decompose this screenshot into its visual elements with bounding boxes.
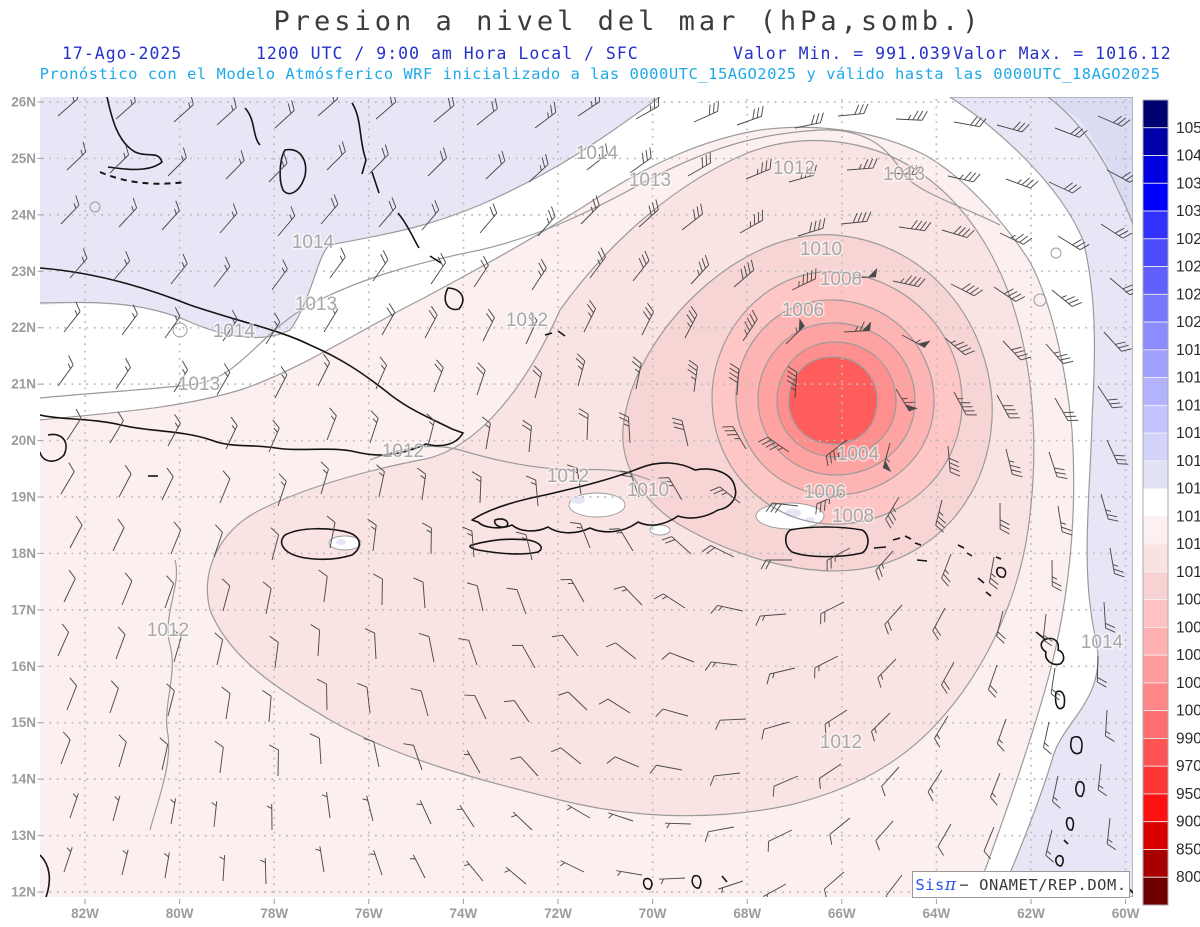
svg-text:1012: 1012 (506, 310, 548, 331)
svg-text:17N: 17N (11, 602, 36, 617)
svg-text:1013: 1013 (883, 164, 925, 185)
svg-text:1020: 1020 (1176, 314, 1200, 331)
svg-text:1006: 1006 (1176, 619, 1200, 636)
value-max-label: Valor Max. = 1016.12 (953, 44, 1172, 63)
svg-text:1014: 1014 (1176, 481, 1200, 498)
svg-text:950: 950 (1176, 786, 1200, 803)
svg-text:1014: 1014 (1081, 632, 1124, 653)
watermark-brand: Sis (915, 875, 945, 894)
coastline-layer (40, 97, 1133, 897)
svg-text:72W: 72W (544, 906, 572, 921)
svg-text:68W: 68W (733, 906, 761, 921)
page-title: Presion a nivel del mar (hPa,somb.) (273, 6, 983, 37)
svg-text:16N: 16N (11, 659, 36, 674)
model-init-line: Pronóstico con el Modelo Atmósferico WRF… (39, 65, 1161, 83)
svg-text:1014: 1014 (213, 321, 256, 342)
svg-text:1035: 1035 (1176, 175, 1200, 192)
svg-text:1010: 1010 (627, 480, 669, 501)
svg-text:1014: 1014 (292, 232, 335, 253)
svg-text:26N: 26N (11, 95, 36, 110)
svg-text:1012: 1012 (1176, 536, 1200, 553)
forecast-time: 1200 UTC / 9:00 am Hora Local / SFC (256, 44, 639, 63)
svg-text:1010: 1010 (800, 239, 842, 260)
svg-text:990: 990 (1176, 730, 1200, 747)
value-min-label: Valor Min. = 991.039 (733, 44, 952, 63)
svg-text:1006: 1006 (804, 482, 846, 503)
svg-text:1012: 1012 (547, 466, 589, 487)
svg-text:1016: 1016 (1176, 425, 1200, 442)
svg-text:78W: 78W (260, 906, 288, 921)
svg-text:18N: 18N (11, 546, 36, 561)
svg-text:1013: 1013 (178, 374, 220, 395)
svg-text:1018: 1018 (1176, 370, 1200, 387)
svg-text:1004: 1004 (1176, 647, 1200, 664)
svg-text:1010: 1010 (1176, 564, 1200, 581)
axis-label-layer: 26N 25N 24N 23N 22N 21N 20N 19N 18N 17N 16N 15N 14N 1… (11, 95, 1139, 922)
svg-text:19N: 19N (11, 490, 36, 505)
svg-text:64W: 64W (923, 906, 951, 921)
svg-text:14N: 14N (11, 772, 36, 787)
svg-text:1008: 1008 (820, 269, 862, 290)
svg-text:1013: 1013 (295, 294, 337, 315)
svg-text:1019: 1019 (1176, 342, 1200, 359)
svg-text:1028: 1028 (1176, 231, 1200, 248)
svg-text:21N: 21N (11, 377, 36, 392)
svg-text:1022: 1022 (1176, 286, 1200, 303)
watermark-badge: Sis π − ONAMET/REP.DOM. (912, 871, 1130, 898)
svg-text:82W: 82W (71, 906, 99, 921)
colorbar-legend: 1050 1040 1035 1030 1028 1025 1022 1020 1019 1018… (1142, 99, 1200, 906)
svg-text:13N: 13N (11, 828, 36, 843)
svg-text:22N: 22N (11, 320, 36, 335)
svg-text:1015: 1015 (1176, 453, 1200, 470)
svg-text:15N: 15N (11, 715, 36, 730)
svg-text:1012: 1012 (773, 158, 815, 179)
svg-text:60W: 60W (1112, 906, 1140, 921)
forecast-date: 17-Ago-2025 (62, 44, 183, 63)
svg-text:66W: 66W (828, 906, 856, 921)
svg-text:1014: 1014 (576, 143, 619, 164)
svg-text:1012: 1012 (147, 620, 189, 641)
svg-text:74W: 74W (450, 906, 478, 921)
svg-text:800: 800 (1176, 869, 1200, 886)
svg-text:80W: 80W (166, 906, 194, 921)
contour-label-layer: 1014 1013 1012 1013 1014 1013 1014 1013 1012 1010… (145, 142, 1125, 755)
svg-text:1004: 1004 (837, 444, 880, 465)
wind-barb-layer (57, 97, 1133, 897)
svg-text:1008: 1008 (832, 506, 874, 527)
svg-text:900: 900 (1176, 814, 1200, 831)
svg-text:1040: 1040 (1176, 148, 1200, 165)
svg-text:25N: 25N (11, 151, 36, 166)
svg-text:1025: 1025 (1176, 259, 1200, 276)
svg-text:62W: 62W (1017, 906, 1045, 921)
svg-text:70W: 70W (639, 906, 667, 921)
svg-text:970: 970 (1176, 758, 1200, 775)
svg-text:24N: 24N (11, 207, 36, 222)
svg-text:1013: 1013 (1176, 508, 1200, 525)
svg-text:23N: 23N (11, 264, 36, 279)
svg-text:1000: 1000 (1176, 703, 1200, 720)
svg-text:1050: 1050 (1176, 120, 1200, 137)
svg-text:76W: 76W (355, 906, 383, 921)
pi-symbol: π (944, 874, 957, 895)
svg-text:1017: 1017 (1176, 397, 1200, 414)
svg-text:1002: 1002 (1176, 675, 1200, 692)
svg-text:20N: 20N (11, 433, 36, 448)
svg-text:1006: 1006 (782, 300, 824, 321)
pressure-shading-layer (40, 97, 1133, 897)
subtitle-row: 17-Ago-2025 1200 UTC / 9:00 am Hora Loca… (0, 44, 1200, 64)
svg-text:12N: 12N (11, 885, 36, 900)
watermark-agency: − ONAMET/REP.DOM. (959, 875, 1127, 894)
svg-text:1013: 1013 (629, 170, 671, 191)
svg-text:1012: 1012 (382, 441, 424, 462)
svg-text:1030: 1030 (1176, 203, 1200, 220)
svg-text:1008: 1008 (1176, 592, 1200, 609)
svg-text:1012: 1012 (820, 732, 862, 753)
svg-text:850: 850 (1176, 841, 1200, 858)
